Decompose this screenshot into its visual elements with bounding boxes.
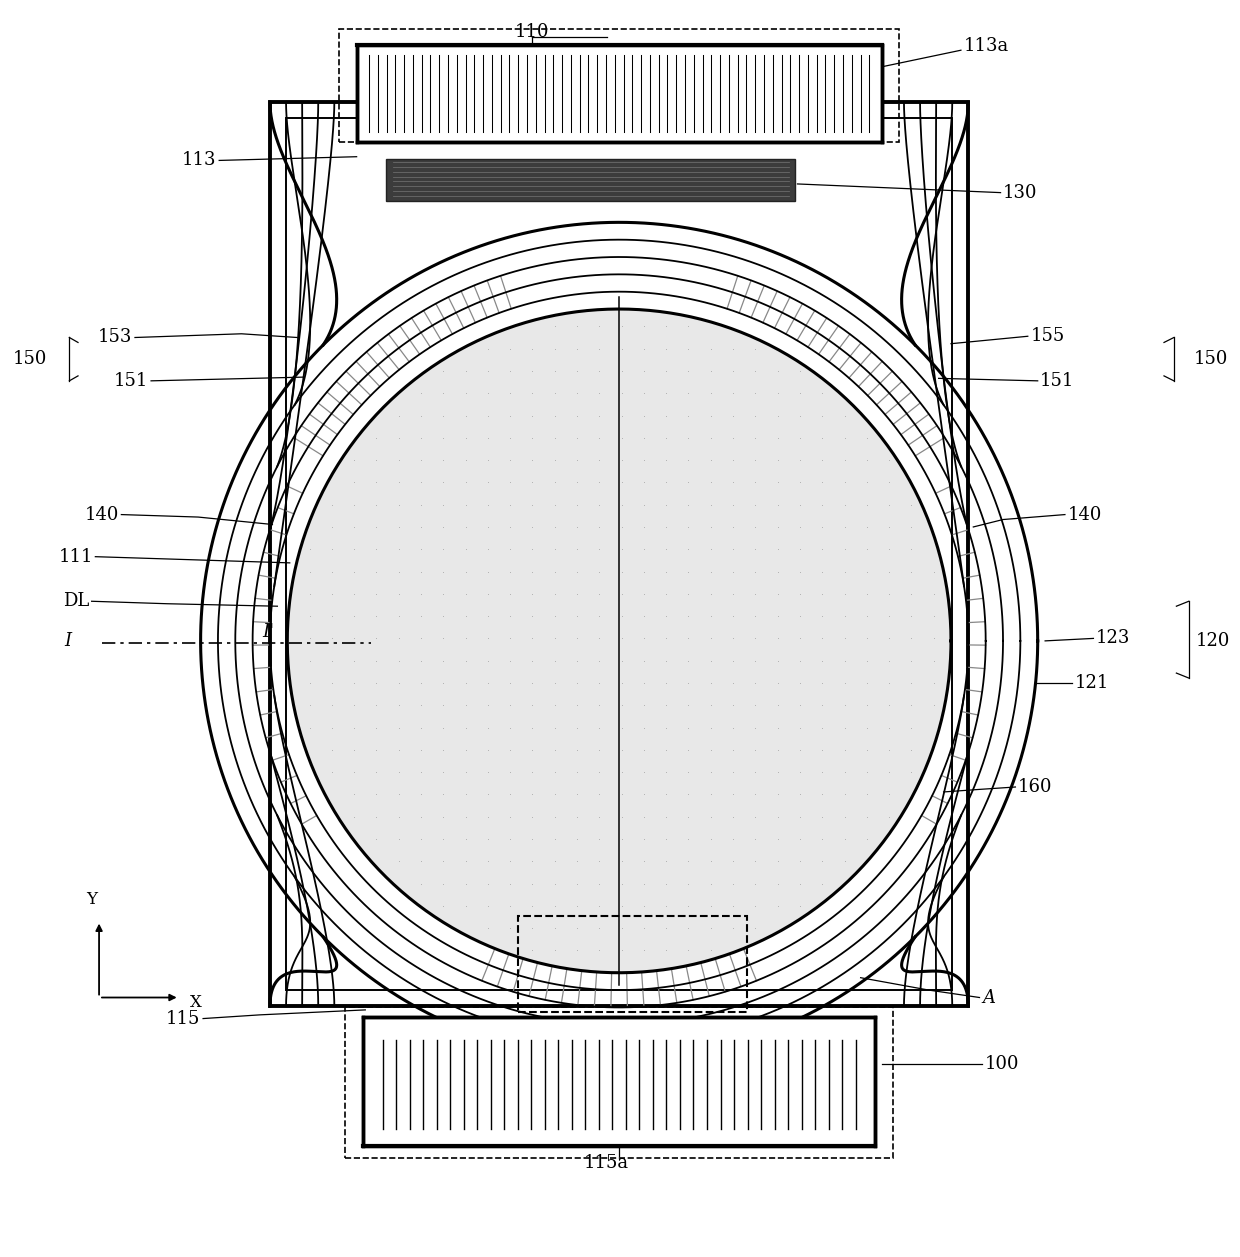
Text: 150: 150	[1194, 349, 1228, 367]
Text: 115: 115	[166, 1009, 201, 1027]
Bar	[357, 45, 882, 142]
Text: A: A	[982, 988, 994, 1007]
Text: 123: 123	[1096, 630, 1131, 647]
Text: 120: 120	[1197, 632, 1230, 650]
Polygon shape	[288, 309, 951, 973]
Text: 115a: 115a	[584, 1154, 630, 1173]
Text: 140: 140	[1068, 505, 1102, 524]
Bar	[286, 118, 952, 991]
Text: DL: DL	[63, 592, 89, 610]
Text: 111: 111	[58, 548, 93, 566]
Text: I': I'	[263, 623, 274, 641]
Text: 121: 121	[1075, 674, 1110, 693]
Text: I: I	[64, 632, 72, 650]
Text: 113: 113	[182, 151, 217, 170]
Text: 151: 151	[114, 372, 149, 390]
Bar	[270, 102, 968, 1006]
Text: 151: 151	[1040, 372, 1075, 390]
Bar	[340, 29, 899, 142]
Bar	[346, 1007, 893, 1159]
Text: 160: 160	[1018, 778, 1053, 796]
Text: Y: Y	[86, 891, 97, 909]
Text: 110: 110	[515, 23, 549, 40]
Text: 130: 130	[1003, 184, 1038, 201]
Text: 155: 155	[1030, 327, 1064, 346]
Text: 153: 153	[98, 328, 133, 347]
Bar	[387, 160, 795, 201]
Bar	[363, 1017, 875, 1146]
Text: 113a: 113a	[963, 38, 1008, 55]
Bar	[517, 916, 746, 1012]
Text: 140: 140	[84, 505, 119, 524]
Text: 100: 100	[985, 1056, 1019, 1073]
Text: 150: 150	[12, 349, 47, 367]
Text: X: X	[190, 994, 201, 1011]
